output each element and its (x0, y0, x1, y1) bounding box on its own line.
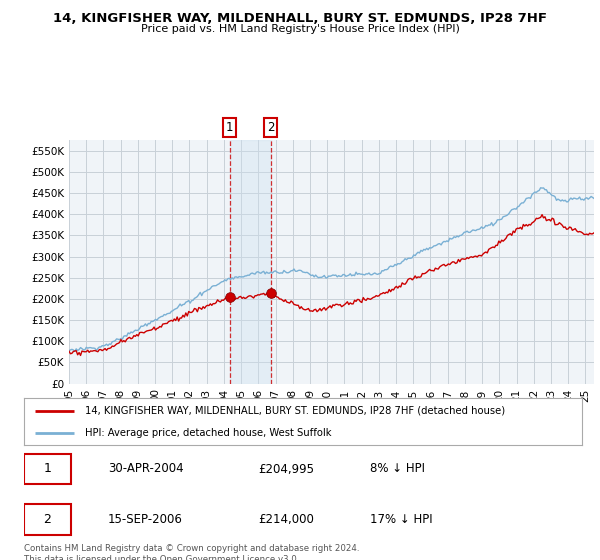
Text: 2: 2 (267, 122, 274, 134)
Text: 30-APR-2004: 30-APR-2004 (108, 463, 184, 475)
Text: 15-SEP-2006: 15-SEP-2006 (108, 513, 182, 526)
Text: 14, KINGFISHER WAY, MILDENHALL, BURY ST. EDMUNDS, IP28 7HF (detached house): 14, KINGFISHER WAY, MILDENHALL, BURY ST.… (85, 406, 506, 416)
Text: 2: 2 (43, 513, 52, 526)
Text: £204,995: £204,995 (259, 463, 314, 475)
Text: 14, KINGFISHER WAY, MILDENHALL, BURY ST. EDMUNDS, IP28 7HF: 14, KINGFISHER WAY, MILDENHALL, BURY ST.… (53, 12, 547, 25)
Text: Price paid vs. HM Land Registry's House Price Index (HPI): Price paid vs. HM Land Registry's House … (140, 24, 460, 34)
FancyBboxPatch shape (24, 454, 71, 484)
Text: Contains HM Land Registry data © Crown copyright and database right 2024.
This d: Contains HM Land Registry data © Crown c… (24, 544, 359, 560)
Text: 1: 1 (226, 122, 233, 134)
FancyBboxPatch shape (24, 504, 71, 534)
Bar (230, 140, 271, 384)
Text: 8% ↓ HPI: 8% ↓ HPI (370, 463, 425, 475)
Text: 1: 1 (43, 463, 52, 475)
Text: HPI: Average price, detached house, West Suffolk: HPI: Average price, detached house, West… (85, 428, 332, 438)
Text: £214,000: £214,000 (259, 513, 314, 526)
Text: 17% ↓ HPI: 17% ↓ HPI (370, 513, 433, 526)
